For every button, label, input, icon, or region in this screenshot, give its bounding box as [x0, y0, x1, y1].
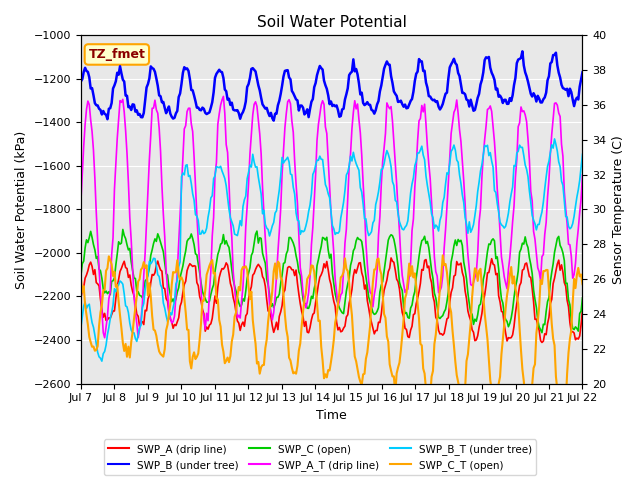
Text: TZ_fmet: TZ_fmet	[88, 48, 145, 61]
Y-axis label: Sensor Temperature (C): Sensor Temperature (C)	[612, 135, 625, 284]
Legend: SWP_A (drip line), SWP_B (under tree), SWP_C (open), SWP_A_T (drip line), SWP_B_: SWP_A (drip line), SWP_B (under tree), S…	[104, 439, 536, 475]
X-axis label: Time: Time	[316, 409, 347, 422]
Title: Soil Water Potential: Soil Water Potential	[257, 15, 406, 30]
Y-axis label: Soil Water Potential (kPa): Soil Water Potential (kPa)	[15, 130, 28, 288]
